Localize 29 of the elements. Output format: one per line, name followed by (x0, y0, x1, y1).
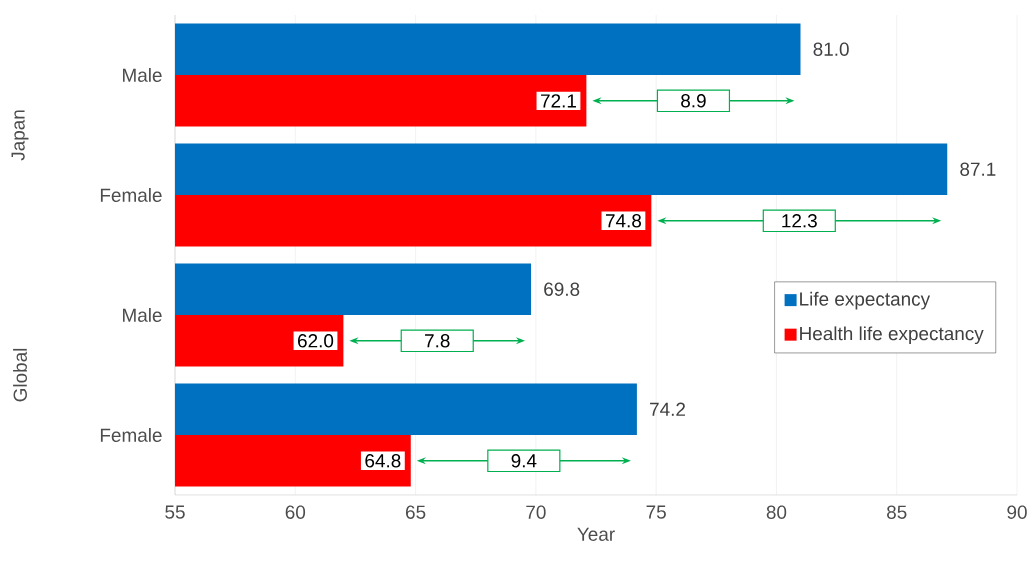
x-tick-label: 85 (887, 505, 907, 519)
x-tick-label: 60 (285, 505, 306, 519)
y-tick-label: Male (123, 68, 162, 82)
text: Japan (11, 110, 29, 161)
x-tick-label: 75 (646, 505, 666, 519)
data-label: 74.2 (650, 402, 685, 416)
legend-label: Health life expectancy (800, 326, 984, 345)
data-label: 87.1 (960, 162, 996, 176)
annotation: 9.4 (511, 454, 537, 468)
x-tick-label: 80 (766, 505, 787, 519)
x-axis-title: Year (577, 527, 615, 541)
data-label: 69.8 (544, 282, 580, 296)
y-tick-label: Female (100, 428, 162, 442)
x-tick-label: 55 (165, 505, 185, 519)
y-tick-label: Male (123, 308, 162, 322)
data-label: 72.1 (541, 94, 576, 108)
annotation: 7.8 (425, 334, 450, 348)
data-label: 62.0 (298, 334, 334, 348)
x-tick-label: 70 (526, 505, 546, 519)
annotation: 8.9 (681, 94, 706, 108)
x-tick-label: 65 (406, 505, 426, 519)
legend-label: Life expectancy (800, 291, 931, 310)
annotation: 12.3 (782, 214, 817, 228)
y-tick-label: Female (100, 188, 162, 202)
text: Global (13, 348, 27, 402)
x-tick-label: 90 (1007, 505, 1027, 519)
data-label: 74.8 (605, 214, 642, 228)
data-label: 81.0 (813, 42, 849, 56)
data-label: 64.8 (365, 454, 401, 468)
